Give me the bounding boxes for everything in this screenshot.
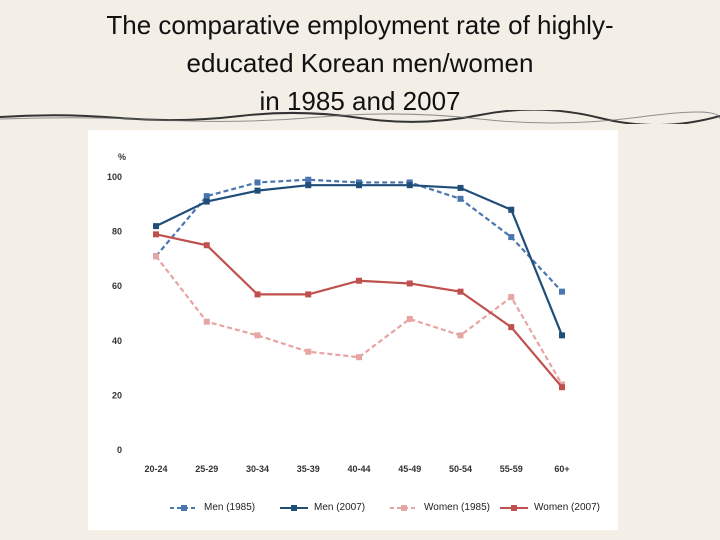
x-tick-label: 30-34 bbox=[246, 464, 269, 474]
data-point bbox=[559, 288, 565, 295]
data-point bbox=[356, 354, 362, 361]
series-line-0 bbox=[155, 178, 563, 293]
data-point bbox=[203, 242, 210, 249]
data-point bbox=[508, 234, 515, 241]
x-tick-label: 45-49 bbox=[398, 464, 421, 474]
title-line-2: educated Korean men/women bbox=[186, 48, 534, 78]
data-point bbox=[406, 315, 413, 322]
x-tick-label: 50-54 bbox=[449, 464, 472, 474]
data-point bbox=[254, 187, 261, 194]
y-tick-label: 20 bbox=[112, 390, 122, 400]
data-point bbox=[356, 182, 362, 189]
data-point bbox=[356, 277, 362, 284]
data-point bbox=[457, 332, 464, 339]
data-point bbox=[559, 384, 565, 391]
employment-line-chart: % 0 20 40 60 80 100 20-24 25-29 30-34 35-39 40-44 45… bbox=[107, 152, 570, 474]
series-line-3 bbox=[155, 233, 563, 388]
legend-swatch bbox=[280, 505, 308, 511]
legend-label: Men (2007) bbox=[314, 502, 366, 513]
x-tick-label: 25-29 bbox=[195, 464, 218, 474]
data-point bbox=[153, 231, 159, 238]
data-point bbox=[508, 206, 515, 213]
series-line-2 bbox=[155, 255, 563, 386]
data-point bbox=[305, 182, 312, 189]
data-point bbox=[559, 332, 565, 339]
chart-legend: Men (1985) Men (2007) Women (1985) Women (2… bbox=[168, 498, 608, 518]
chart-panel: % 0 20 40 60 80 100 20-24 25-29 30-34 35-39 40-44 45… bbox=[88, 130, 618, 530]
y-tick-label: 60 bbox=[112, 281, 122, 291]
data-point bbox=[203, 193, 210, 200]
data-point bbox=[508, 294, 515, 301]
legend-label: Women (2007) bbox=[534, 502, 600, 513]
title-line-3: in 1985 and 2007 bbox=[259, 86, 461, 116]
data-point bbox=[457, 195, 464, 202]
legend-label: Men (1985) bbox=[204, 502, 256, 513]
y-tick-label: 80 bbox=[112, 227, 122, 237]
data-point bbox=[254, 179, 261, 186]
data-point bbox=[508, 324, 515, 331]
data-point bbox=[203, 198, 210, 205]
x-tick-label: 40-44 bbox=[347, 464, 370, 474]
data-point bbox=[457, 184, 464, 191]
x-tick-label: 55-59 bbox=[500, 464, 523, 474]
x-tick-label: 20-24 bbox=[144, 464, 167, 474]
legend-swatch bbox=[170, 505, 198, 511]
y-tick-label: 40 bbox=[112, 336, 122, 346]
data-point bbox=[305, 176, 312, 183]
data-point bbox=[305, 291, 312, 298]
series-line-1 bbox=[155, 184, 564, 336]
data-point bbox=[406, 280, 413, 287]
data-point bbox=[305, 348, 312, 355]
data-point bbox=[254, 332, 261, 339]
title-line-1: The comparative employment rate of highl… bbox=[106, 10, 614, 40]
data-point bbox=[254, 291, 261, 298]
data-point bbox=[457, 288, 464, 295]
legend-label: Women (1985) bbox=[424, 502, 490, 513]
data-point bbox=[406, 182, 413, 189]
x-tick-label: 60+ bbox=[554, 464, 569, 474]
slide-title: The comparative employment rate of highl… bbox=[0, 6, 720, 120]
x-tick-label: 35-39 bbox=[297, 464, 320, 474]
y-tick-label: 100 bbox=[107, 172, 122, 182]
data-point bbox=[153, 253, 159, 260]
data-point bbox=[203, 318, 210, 325]
data-point bbox=[153, 223, 159, 230]
legend-swatch bbox=[500, 505, 528, 511]
y-axis-unit: % bbox=[118, 152, 126, 162]
title-divider bbox=[0, 110, 720, 124]
y-tick-label: 0 bbox=[117, 445, 122, 455]
legend-swatch bbox=[390, 505, 418, 511]
